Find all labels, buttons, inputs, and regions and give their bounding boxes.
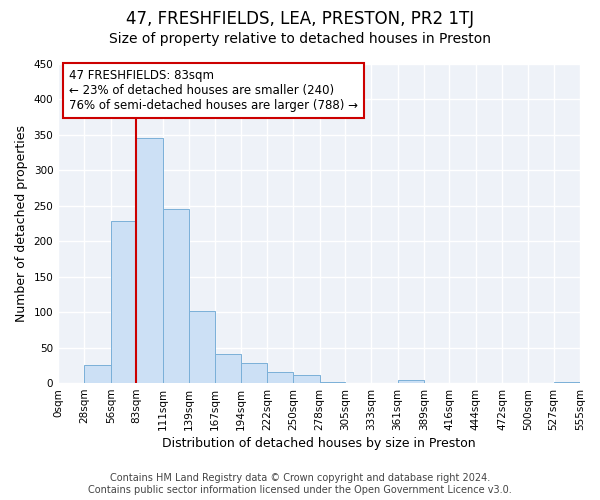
Bar [267, 372, 293, 383]
Bar [163, 208, 189, 383]
Text: Size of property relative to detached houses in Preston: Size of property relative to detached ho… [109, 32, 491, 46]
X-axis label: Distribution of detached houses by size in Preston: Distribution of detached houses by size … [162, 437, 476, 450]
Text: 47, FRESHFIELDS, LEA, PRESTON, PR2 1TJ: 47, FRESHFIELDS, LEA, PRESTON, PR2 1TJ [126, 10, 474, 28]
Bar [215, 354, 241, 383]
Bar [85, 366, 111, 383]
Bar [111, 222, 136, 383]
Bar [554, 382, 580, 383]
Bar [293, 376, 320, 383]
Bar [320, 382, 345, 383]
Bar [241, 362, 267, 383]
Text: 47 FRESHFIELDS: 83sqm
← 23% of detached houses are smaller (240)
76% of semi-det: 47 FRESHFIELDS: 83sqm ← 23% of detached … [68, 69, 358, 112]
Bar [189, 310, 215, 383]
Bar [136, 138, 163, 383]
Bar [398, 380, 424, 383]
Y-axis label: Number of detached properties: Number of detached properties [15, 125, 28, 322]
Text: Contains HM Land Registry data © Crown copyright and database right 2024.
Contai: Contains HM Land Registry data © Crown c… [88, 474, 512, 495]
